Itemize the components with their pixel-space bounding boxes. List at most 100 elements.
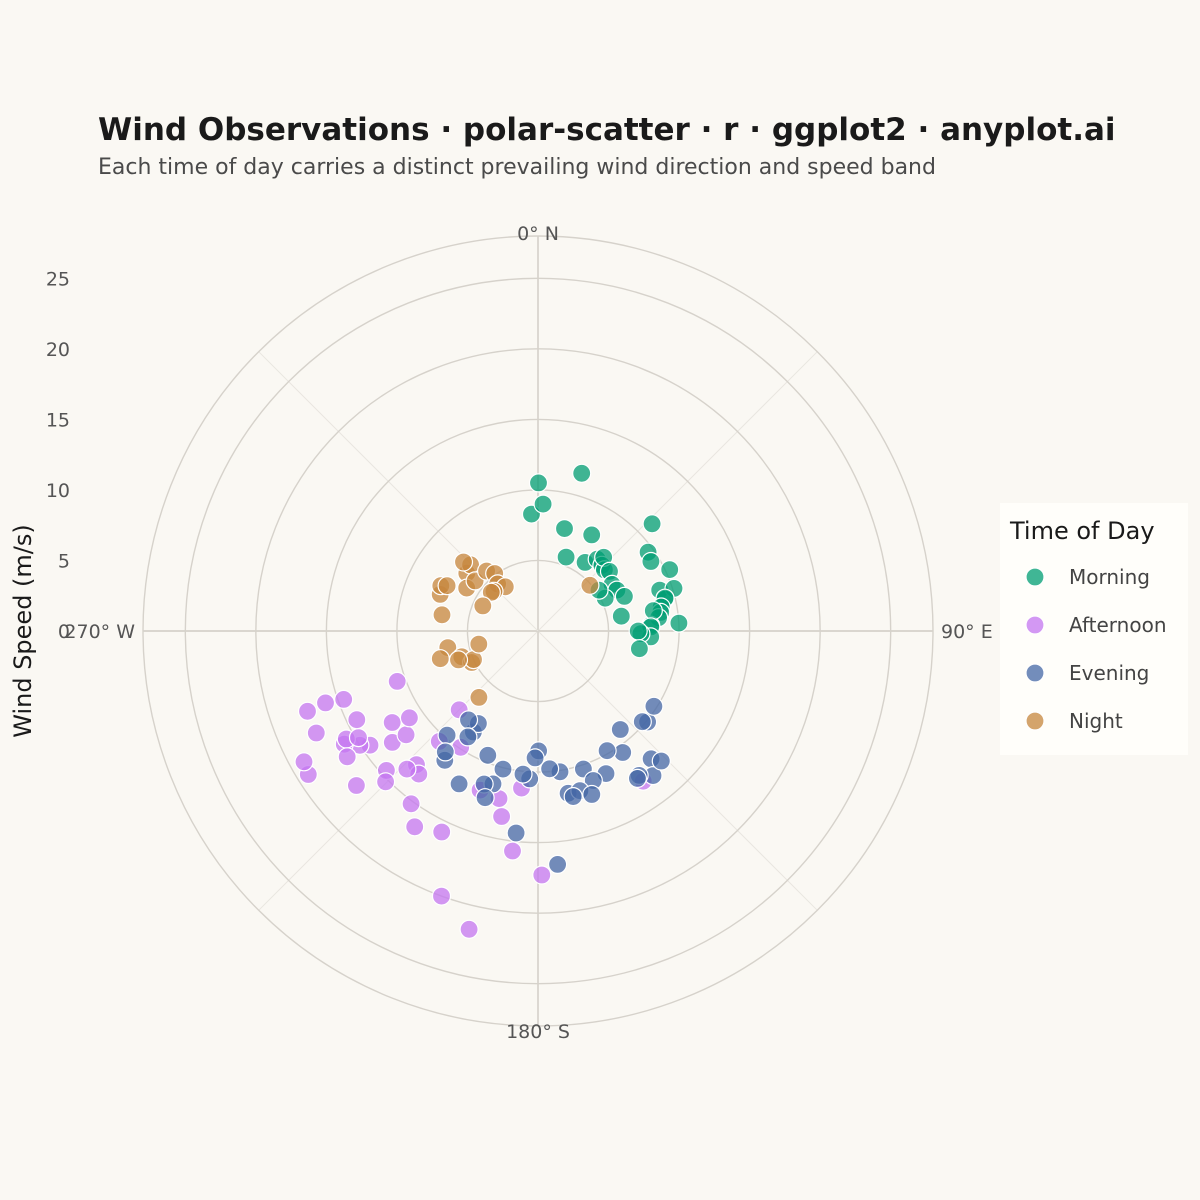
legend-label: Evening [1069,661,1149,685]
legend-items: Morning Afternoon Evening Night [1025,565,1167,733]
data-point-afternoon [432,822,452,842]
data-point-morning [572,463,592,483]
legend-key [1025,567,1045,587]
data-point-evening [525,748,545,768]
data-point-night [473,596,493,616]
data-point-afternoon [382,712,402,733]
data-point-afternoon [459,919,479,939]
data-point-evening [493,759,513,779]
angle-label: 270° W [64,621,135,643]
radial-tick-labels: 0 5 10 15 20 25 [46,268,70,643]
data-point-afternoon [532,865,552,885]
r-tick-label: 10 [46,480,70,502]
data-point-morning [629,639,650,659]
data-point-morning [642,514,662,534]
data-point-evening [547,854,568,875]
data-point-evening [632,712,652,732]
r-tick-label: 0 [58,621,70,643]
data-point-evening [582,784,602,805]
data-point-afternoon [306,723,326,743]
legend-key [1025,615,1045,635]
data-points [294,463,689,939]
data-point-night [432,605,452,625]
data-point-afternoon [346,775,366,796]
data-point-afternoon [431,886,452,906]
angle-label: 0° N [517,223,559,245]
data-point-evening [435,742,455,762]
data-point-night [437,576,457,596]
data-point-night [580,575,600,595]
data-point-morning [582,525,602,545]
data-point-evening [563,786,583,807]
data-point-night [481,582,501,602]
chart-subtitle: Each time of day carries a distinct prev… [98,155,936,180]
data-point-afternoon [294,752,314,772]
r-tick-label: 5 [58,550,70,572]
data-point-afternoon [315,693,336,713]
data-point-afternoon [387,671,407,692]
angle-labels: 0° N 90° E 180° S 270° W [64,223,992,1043]
data-point-evening [475,788,495,808]
data-point-evening [478,745,498,765]
legend-label: Night [1069,709,1123,733]
legend-key [1025,663,1045,683]
chart-title: Wind Observations · polar-scatter · r · … [98,112,1116,148]
data-point-morning [611,606,631,626]
data-point-afternoon [502,841,523,861]
legend-title: Time of Day [1009,517,1155,545]
legend-label: Morning [1069,565,1150,589]
data-point-afternoon [405,817,425,837]
data-point-evening [539,759,560,779]
data-point-evening [627,768,648,789]
data-point-morning [614,586,635,607]
data-point-night [453,552,474,572]
data-point-night [469,687,489,708]
grid-outer-ring [142,235,934,1027]
data-point-afternoon [397,759,417,779]
data-point-evening [597,741,617,761]
data-point-night [430,649,450,669]
data-point-evening [610,719,630,740]
data-point-morning [556,547,576,567]
data-point-afternoon [396,725,416,745]
data-point-evening [513,764,533,784]
data-point-evening [651,751,671,771]
data-point-afternoon [337,747,357,767]
data-point-evening [506,823,526,843]
data-point-morning [533,494,553,514]
data-point-afternoon [401,794,421,814]
data-point-evening [644,696,664,716]
data-point-afternoon [348,727,369,748]
data-point-afternoon [492,806,512,827]
angle-label: 180° S [506,1021,570,1043]
grid-ring [325,418,751,844]
y-axis-label: Wind Speed (m/s) [9,524,37,738]
data-point-evening [449,774,469,794]
grid-ring [255,348,821,914]
data-point-morning [641,551,661,572]
polar-grid [142,235,934,1027]
angle-label: 90° E [941,621,993,643]
data-point-morning [554,518,575,539]
grid-ring [466,559,610,703]
legend-key [1025,711,1045,731]
grid-spoke [537,630,818,911]
legend: Time of Day Morning Afternoon Evening Night [1000,503,1188,755]
data-point-night [448,650,469,670]
data-point-evening [458,727,478,747]
r-tick-label: 15 [46,409,70,431]
legend-label: Afternoon [1069,613,1167,637]
data-point-afternoon [297,701,318,721]
data-point-evening [437,725,457,745]
data-point-evening [458,710,479,730]
data-point-afternoon [376,772,396,792]
r-tick-label: 20 [46,339,70,361]
data-point-afternoon [399,708,419,728]
grid-ring [184,277,892,985]
data-point-morning [669,613,689,633]
data-point-morning [660,559,680,580]
data-point-morning [628,621,648,641]
data-point-afternoon [334,689,354,710]
data-point-night [469,634,489,654]
